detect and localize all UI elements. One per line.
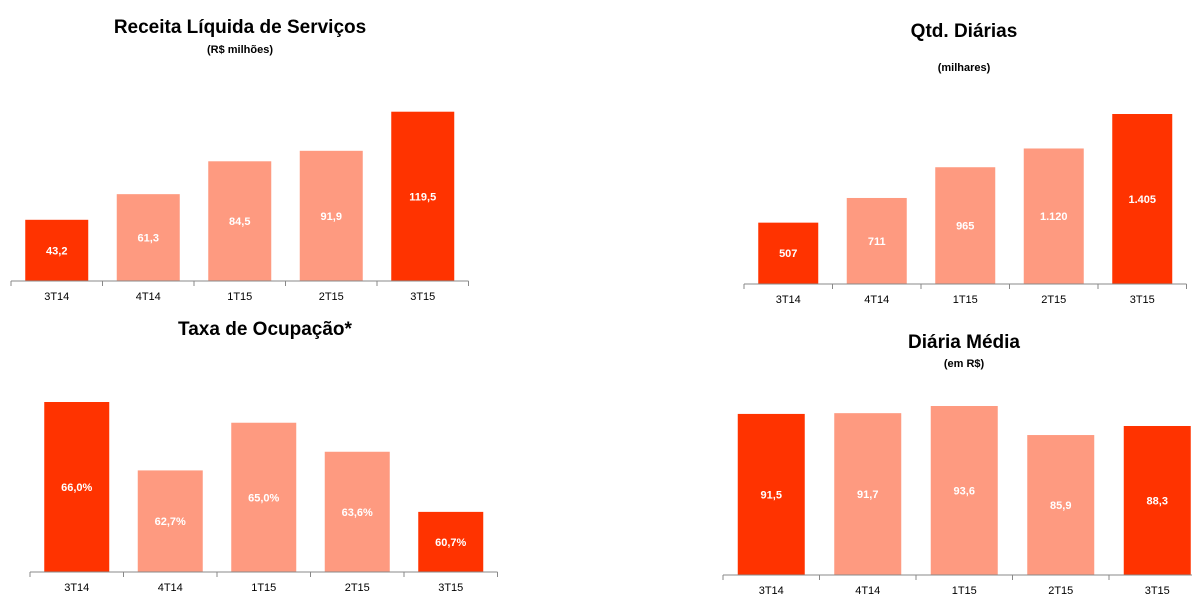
bar: [299, 150, 363, 281]
chart-title: Qtd. Diárias: [911, 21, 1018, 42]
data-label: 507: [779, 248, 797, 260]
x-tick-label: 3T15: [1145, 585, 1170, 594]
x-tick-label: 1T15: [952, 585, 977, 594]
data-label: 60,7%: [435, 537, 466, 549]
chart-title: Receita Líquida de Serviços: [114, 17, 366, 38]
data-label: 91,7: [857, 489, 878, 501]
data-label: 62,7%: [155, 516, 186, 528]
bar: [1023, 148, 1084, 284]
bar: [44, 402, 110, 572]
x-tick-label: 2T15: [319, 291, 344, 303]
chart-subtitle: (milhares): [938, 62, 991, 74]
chart-title: Diária Média: [908, 332, 1020, 353]
chart-subtitle: (em R$): [944, 358, 985, 370]
x-tick-label: 3T15: [1130, 294, 1155, 306]
x-tick-label: 3T14: [776, 294, 801, 306]
data-label: 91,5: [761, 489, 782, 501]
data-label: 1.120: [1040, 211, 1068, 223]
x-tick-label: 4T14: [864, 294, 889, 306]
bar: [1123, 425, 1191, 575]
data-label: 91,9: [321, 211, 342, 223]
bar: [418, 511, 484, 572]
chart-title: Taxa de Ocupação*: [178, 319, 352, 340]
data-label: 84,5: [229, 216, 250, 228]
data-label: 66,0%: [61, 482, 92, 494]
x-tick-label: 4T14: [158, 582, 183, 594]
x-tick-label: 1T15: [953, 294, 978, 306]
chart-subtitle: (R$ milhões): [207, 44, 273, 56]
data-label: 85,9: [1050, 500, 1071, 512]
x-tick-label: 4T14: [855, 585, 880, 594]
x-tick-label: 3T14: [44, 291, 69, 303]
x-tick-label: 3T15: [410, 291, 435, 303]
data-label: 61,3: [138, 232, 159, 244]
bar: [1027, 435, 1095, 575]
bar: [324, 451, 390, 572]
x-tick-label: 2T15: [1048, 585, 1073, 594]
x-tick-label: 2T15: [1041, 294, 1066, 306]
data-label: 88,3: [1147, 495, 1168, 507]
bar: [231, 422, 297, 572]
data-label: 1.405: [1128, 194, 1156, 206]
x-tick-label: 2T15: [345, 582, 370, 594]
x-tick-label: 1T15: [251, 582, 276, 594]
data-label: 43,2: [46, 245, 67, 257]
data-label: 63,6%: [342, 507, 373, 519]
bar: [391, 111, 455, 281]
data-label: 965: [956, 221, 974, 233]
x-tick-label: 3T15: [438, 582, 463, 594]
bar: [116, 194, 180, 281]
x-tick-label: 1T15: [227, 291, 252, 303]
bar: [737, 413, 805, 575]
data-label: 93,6: [954, 485, 975, 497]
data-label: 65,0%: [248, 492, 279, 504]
bar: [930, 406, 998, 575]
bar: [846, 197, 907, 284]
data-label: 119,5: [409, 191, 436, 203]
x-tick-label: 3T14: [759, 585, 784, 594]
x-tick-label: 3T14: [64, 582, 89, 594]
bar: [25, 219, 89, 281]
x-tick-label: 4T14: [136, 291, 161, 303]
bar: [137, 470, 203, 572]
data-label: 711: [868, 236, 886, 248]
bar: [834, 413, 902, 575]
bar: [208, 161, 272, 281]
bar: [935, 167, 996, 284]
bar: [1112, 114, 1173, 284]
bar: [758, 222, 819, 284]
